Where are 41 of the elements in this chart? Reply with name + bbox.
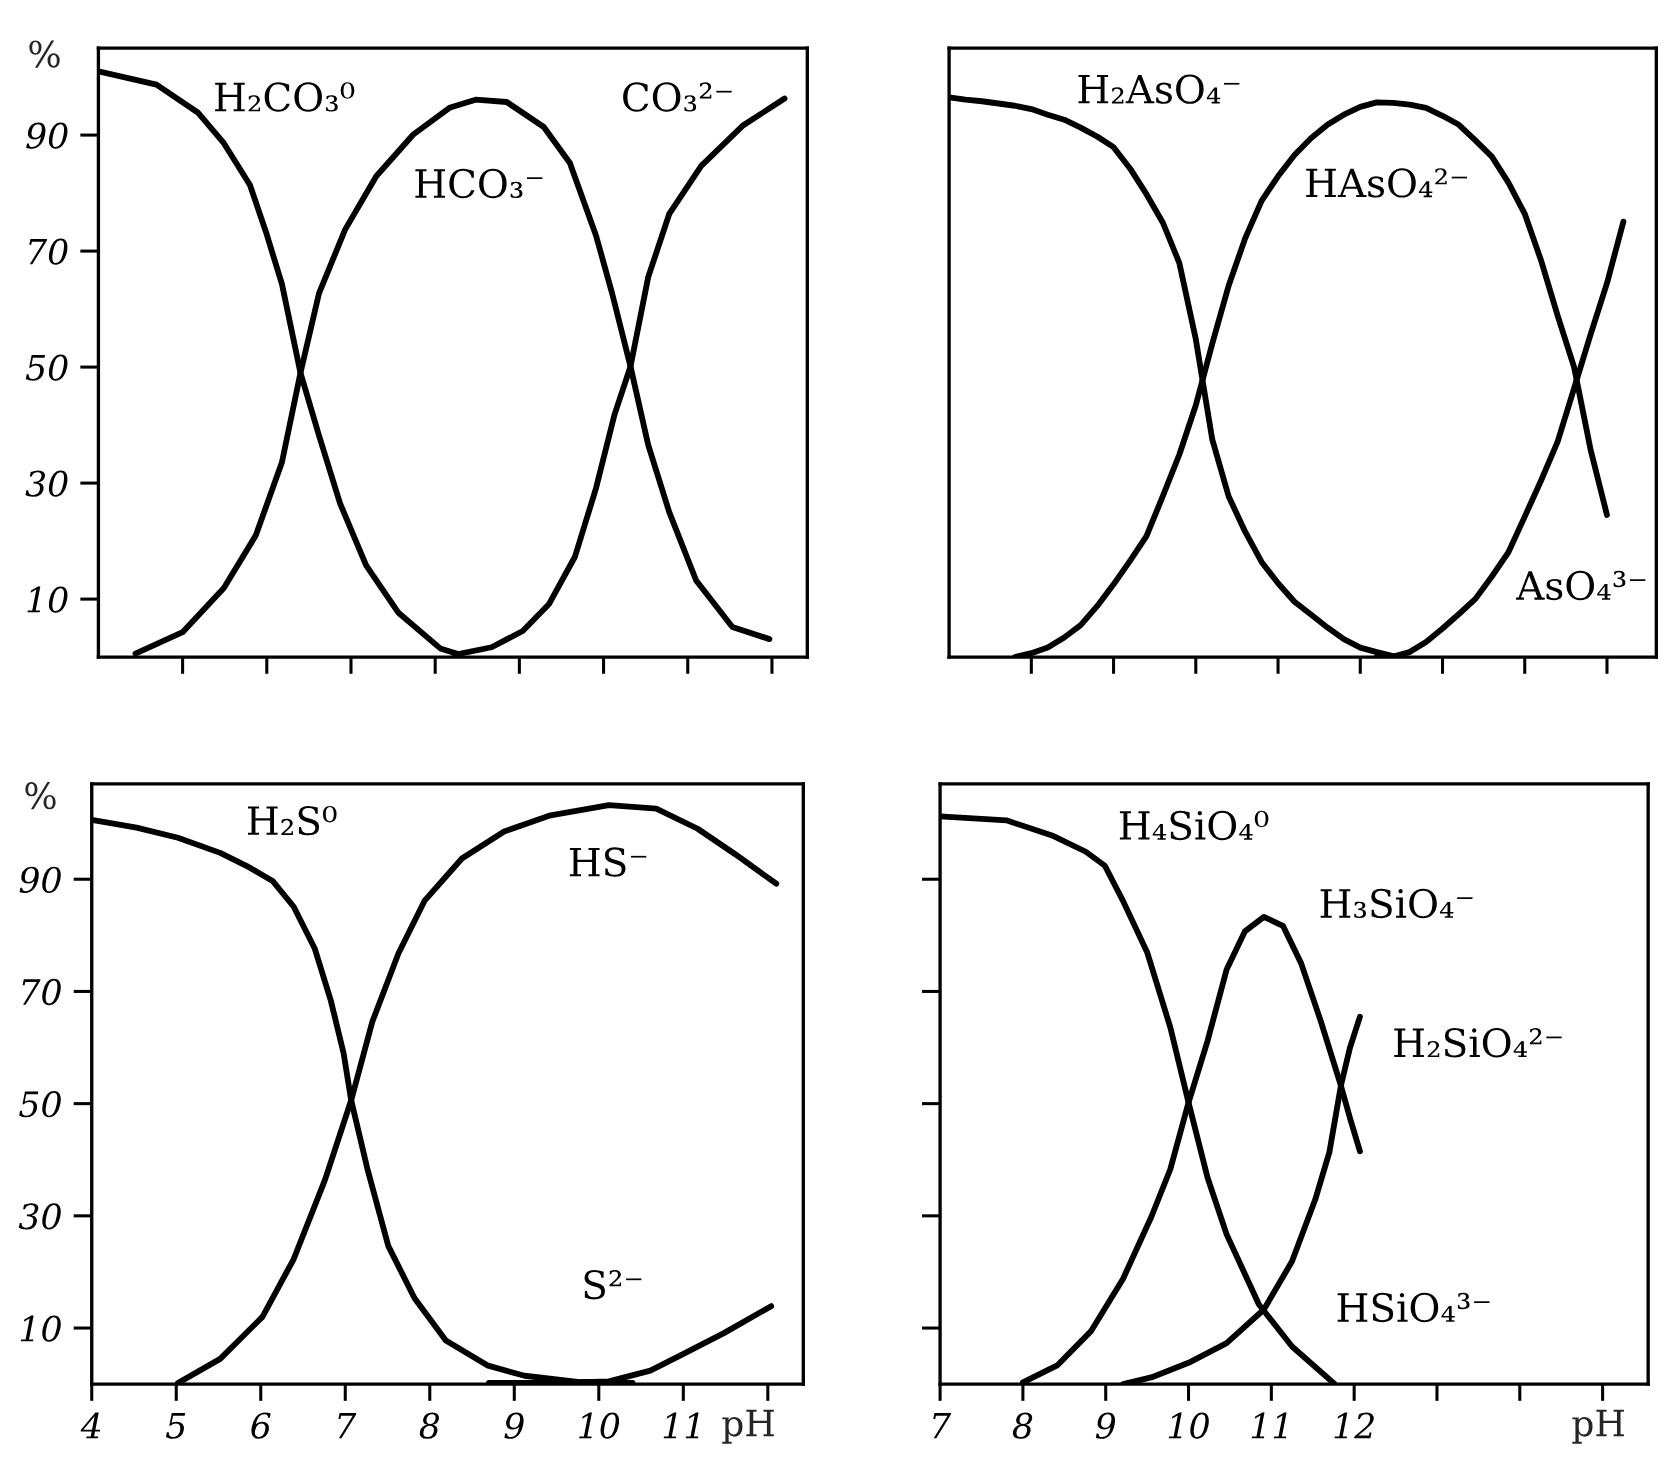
y-tick-label: 10 <box>20 1315 61 1342</box>
series-label: S²⁻ <box>584 1269 642 1300</box>
x-tick-label: 8 <box>419 1412 440 1439</box>
x-tick-label: 7 <box>933 1413 952 1439</box>
y-tick-label: 10 <box>27 586 68 613</box>
series-label: AsO₄³⁻ <box>1516 570 1646 601</box>
series-label: HCO₃⁻ <box>415 168 543 199</box>
series-label: CO₃²⁻ <box>623 82 732 112</box>
x-tick-label: 10 <box>579 1412 620 1439</box>
x-tick-label: 9 <box>504 1412 524 1439</box>
x-tick-label: 8 <box>1012 1412 1033 1439</box>
y-tick-label: 30 <box>18 1203 61 1230</box>
series-label: HS⁻ <box>569 847 647 877</box>
x-tick-label: 7 <box>338 1413 357 1439</box>
series-label: H₃SiO₄⁻ <box>1320 888 1473 919</box>
x-tick-label: 6 <box>251 1412 271 1439</box>
series-label: HAsO₄²⁻ <box>1306 168 1468 198</box>
x-tick-label: 11 <box>1251 1412 1287 1439</box>
series-label: H₄SiO₄⁰ <box>1119 810 1269 841</box>
x-tick-label: 5 <box>165 1413 186 1439</box>
x-axis-title: pH <box>722 1409 774 1444</box>
x-axis-title: pH <box>1572 1409 1624 1444</box>
x-tick-label: 4 <box>80 1412 101 1439</box>
series-label: H₂CO₃⁰ <box>215 82 355 112</box>
x-tick-label: 12 <box>1334 1412 1374 1439</box>
annotation: HSiO₄³⁻ <box>1337 1292 1490 1323</box>
y-tick-label: 50 <box>19 1091 61 1118</box>
y-tick-label: 90 <box>26 122 68 149</box>
x-tick-label: 11 <box>663 1412 699 1439</box>
y-axis-title: % <box>29 40 60 68</box>
y-tick-label: 30 <box>25 470 68 497</box>
series-label: H₂SiO₄²⁻ <box>1394 1028 1562 1058</box>
y-tick-label: 70 <box>29 238 68 265</box>
y-axis-title: % <box>25 782 56 810</box>
series-label: H₂S⁰ <box>247 805 337 836</box>
series-label: H₂AsO₄⁻ <box>1078 74 1240 104</box>
x-tick-label: 10 <box>1168 1412 1209 1439</box>
y-tick-label: 90 <box>19 866 61 893</box>
y-tick-label: 70 <box>22 978 61 1006</box>
y-tick-label: 50 <box>25 354 68 381</box>
x-tick-label: 9 <box>1095 1412 1116 1439</box>
